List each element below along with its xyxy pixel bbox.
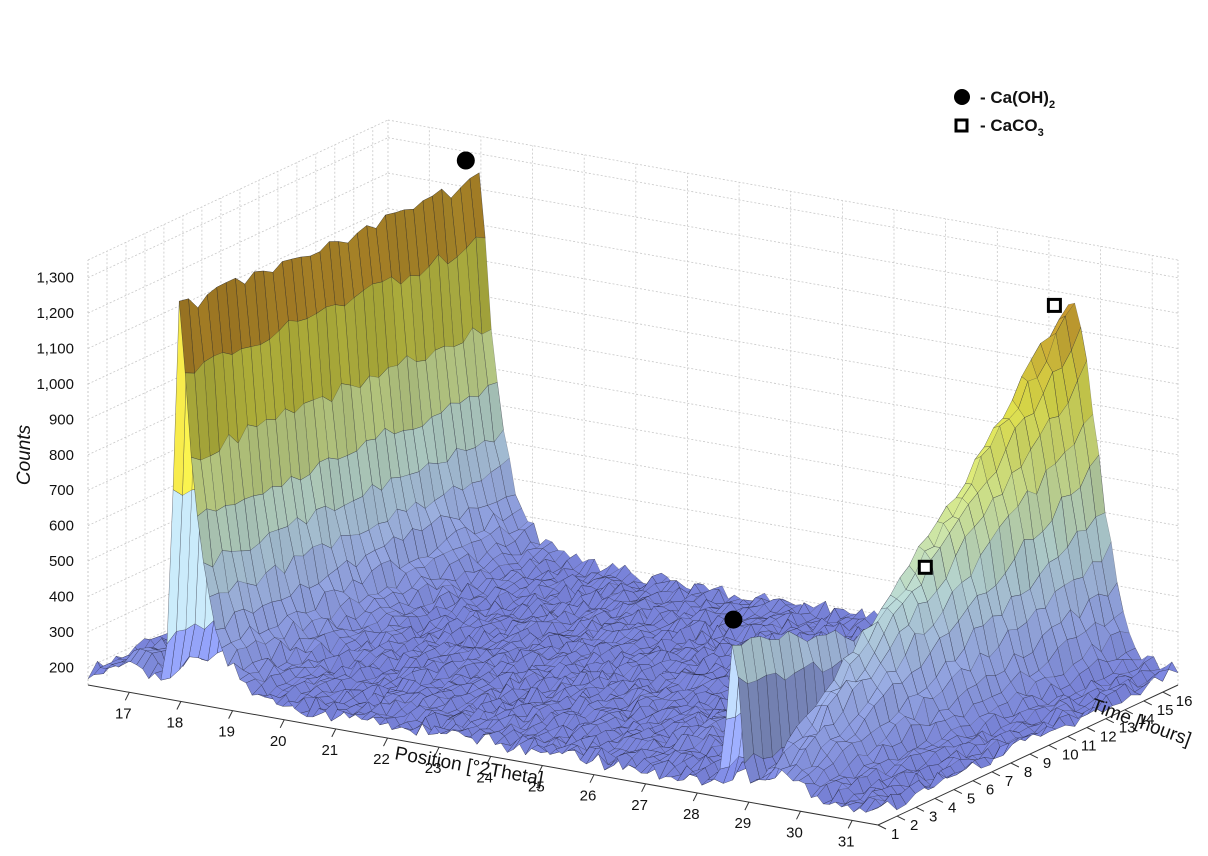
y-tick-mark [1086, 727, 1096, 732]
z-tick-label: 300 [49, 624, 74, 641]
x-tick-label: 22 [373, 751, 390, 768]
legend-square-symbol [954, 118, 969, 133]
y-tick-label: 9 [1043, 755, 1051, 772]
x-tick-label: 19 [218, 724, 235, 741]
z-tick-label: 800 [49, 447, 74, 464]
x-tick-mark [796, 811, 801, 820]
gridline [87, 172, 389, 314]
gridline [387, 208, 1179, 349]
z-tick-label: 500 [49, 553, 74, 570]
y-tick-label: 2 [910, 817, 918, 834]
x-tick-label: 30 [786, 824, 803, 841]
marker-caco3-square [1046, 297, 1062, 313]
gridline [87, 137, 389, 279]
gridline [87, 208, 389, 349]
x-tick-mark [692, 792, 698, 802]
y-tick-label: 1 [891, 826, 899, 843]
z-tick-label: 200 [49, 659, 74, 676]
x-tick-mark [589, 774, 595, 783]
y-tick-label: 7 [1005, 773, 1013, 790]
z-tick-label: 900 [49, 411, 74, 428]
x-tick-mark [641, 783, 647, 793]
y-tick-label: 6 [986, 782, 994, 799]
x-tick-label: 21 [321, 742, 338, 759]
marker-caoh2-circle [724, 610, 743, 629]
marker-caco3-square [917, 559, 933, 575]
x-tick-mark [176, 701, 182, 710]
legend-entry-caoh2-sub: 2 [1049, 99, 1055, 111]
x-tick-label: 18 [167, 715, 184, 732]
y-tick-mark [991, 771, 1001, 777]
x-axis-title: Position [°2Theta] [393, 743, 545, 790]
z-tick-label: 1,200 [36, 305, 74, 322]
gridline [387, 137, 1179, 279]
gridline [387, 172, 1179, 314]
y-tick-mark [1010, 762, 1020, 768]
x-tick-mark [847, 820, 853, 829]
y-tick-mark [1048, 744, 1058, 750]
y-tick-label: 10 [1062, 746, 1079, 763]
legend-entry-caoh2: - Ca(OH)2 [980, 88, 1055, 111]
y-tick-mark [953, 789, 963, 795]
x-tick-label: 26 [580, 788, 597, 805]
x-tick-label: 28 [683, 806, 700, 823]
z-axis-title: Counts [14, 424, 35, 485]
z-tick-label: 700 [49, 482, 74, 499]
x-tick-label: 17 [115, 705, 132, 722]
y-tick-label: 8 [1024, 764, 1032, 781]
legend-circle-symbol [954, 89, 970, 105]
y-tick-mark [934, 797, 944, 803]
legend-entry-caco3-prefix: - CaCO [980, 116, 1038, 135]
legend-entry-caco3-sub: 3 [1038, 127, 1044, 139]
z-tick-label: 600 [49, 518, 74, 535]
legend-entry-caco3: - CaCO3 [980, 116, 1044, 139]
gridline [87, 119, 389, 261]
x-tick-label: 27 [631, 797, 648, 814]
y-tick-label: 12 [1100, 729, 1117, 746]
surface-plot [87, 172, 1179, 813]
y-tick-mark [1029, 753, 1039, 759]
y-tick-mark [972, 780, 982, 786]
x-tick-label: 31 [838, 833, 855, 850]
x-tick-label: 20 [270, 733, 287, 750]
y-tick-label: 3 [929, 808, 937, 825]
z-tick-label: 1,100 [36, 341, 74, 358]
legend-entry-caoh2-prefix: - Ca(OH) [980, 88, 1049, 107]
y-tick-mark [896, 815, 906, 821]
y-tick-label: 11 [1081, 737, 1097, 754]
x-tick-mark [331, 728, 337, 738]
y-tick-mark [915, 806, 925, 812]
marker-caoh2-circle [456, 151, 475, 170]
y-tick-label: 15 [1157, 702, 1174, 719]
x-tick-mark [744, 801, 750, 811]
y-tick-mark [1143, 700, 1153, 706]
z-tick-label: 1,300 [36, 270, 74, 287]
y-tick-mark [877, 824, 887, 830]
x-tick-mark [228, 710, 234, 719]
y-tick-label: 5 [967, 791, 975, 808]
z-tick-label: 1,000 [36, 376, 74, 393]
legend: - Ca(OH)2 - CaCO3 [954, 88, 1055, 139]
y-tick-mark [1162, 691, 1172, 697]
gridline [387, 119, 1179, 261]
x-tick-mark [124, 692, 130, 701]
x-tick-mark [383, 737, 388, 747]
y-tick-mark [1067, 735, 1077, 741]
y-tick-label: 4 [948, 799, 956, 816]
z-tick-label: 400 [49, 589, 74, 606]
z-axis-ticks: 200 300 400 500 600 700 800 900 1,000 1,100 1,200 1… [36, 270, 74, 677]
y-tick-label: 16 [1176, 693, 1193, 710]
x-tick-label: 29 [735, 815, 752, 832]
x-tick-mark [279, 719, 285, 729]
